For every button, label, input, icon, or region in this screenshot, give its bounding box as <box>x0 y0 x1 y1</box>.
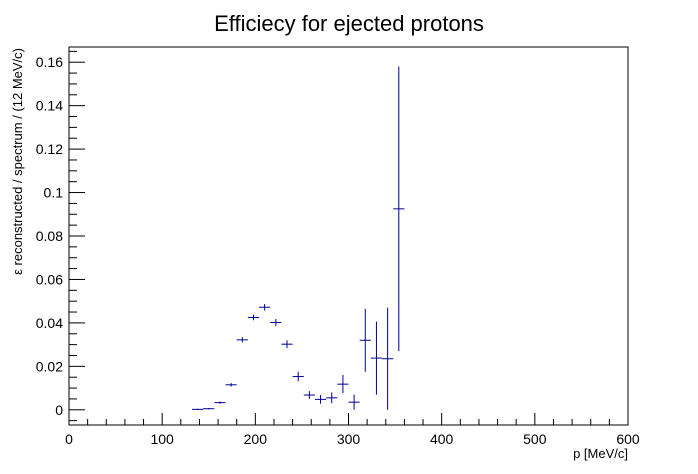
data-point <box>281 340 293 349</box>
tick-labels: 0 100 200 300 400 500 600 0 0.02 0.04 0.06 0.08 0.1 0… <box>36 54 640 447</box>
y-axis-label: ε reconstructed / spectrum / (12 MeV/c) <box>10 48 25 275</box>
y-tick-label: 0.02 <box>36 358 63 374</box>
chart-title: Efficiecy for ejected protons <box>214 11 484 36</box>
data-point <box>326 392 338 404</box>
data-point <box>203 408 215 410</box>
data-point <box>225 383 237 387</box>
data-point <box>270 318 282 326</box>
data-point <box>303 391 315 399</box>
x-tick-label: 200 <box>244 431 268 447</box>
data-point <box>337 375 349 394</box>
x-axis-label: p [MeV/c] <box>573 446 628 461</box>
data-point <box>214 401 226 404</box>
plot-frame <box>68 46 629 426</box>
data-point <box>393 66 405 352</box>
data-point <box>191 408 204 411</box>
y-tick-label: 0 <box>55 402 63 418</box>
data-point <box>370 321 383 395</box>
data-point <box>359 308 371 372</box>
data-point <box>292 371 304 382</box>
data-point <box>348 394 360 410</box>
x-tick-label: 0 <box>65 431 73 447</box>
y-tick-label: 0.1 <box>44 185 64 201</box>
x-tick-label: 500 <box>523 431 547 447</box>
data-point <box>382 307 394 410</box>
y-tick-label: 0.04 <box>36 315 63 331</box>
y-tick-label: 0.16 <box>36 54 63 70</box>
data-point <box>314 395 327 404</box>
data-point <box>259 303 271 311</box>
x-tick-label: 400 <box>430 431 454 447</box>
y-tick-label: 0.14 <box>36 98 63 114</box>
x-tick-label: 300 <box>337 431 361 447</box>
x-tick-label: 600 <box>616 431 640 447</box>
y-tick-label: 0.12 <box>36 141 63 157</box>
data-point <box>247 314 260 321</box>
data-point <box>236 337 248 343</box>
axis-ticks <box>68 50 629 425</box>
x-tick-label: 100 <box>150 431 174 447</box>
y-tick-label: 0.06 <box>36 271 63 287</box>
data-points <box>191 66 405 411</box>
y-tick-label: 0.08 <box>36 228 63 244</box>
